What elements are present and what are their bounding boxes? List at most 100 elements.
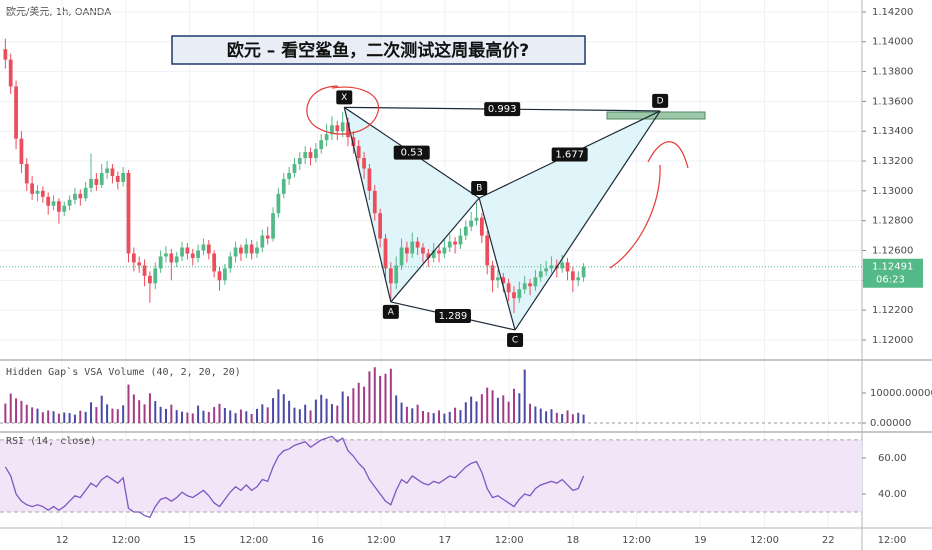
volume-bar [84,411,87,423]
candle-body [148,275,152,284]
candle-body [142,265,147,276]
candle-body [426,253,431,258]
candle-body [308,152,313,159]
volume-bar [148,393,151,423]
hand-drawing [306,85,379,135]
candle-body [474,217,479,221]
candle-body [496,277,500,281]
volume-bar [277,389,280,423]
pattern-leg [343,107,392,303]
candle-body [233,247,238,257]
volume-bar [577,412,580,423]
candle-body [560,262,565,269]
volume-bar [282,394,285,423]
candle-body [196,250,200,258]
volume-bar [288,400,291,423]
volume-bar [438,410,441,423]
ratio-box [393,145,430,160]
candle-body [362,158,366,169]
volume-bar [197,405,200,423]
candle-body [99,172,104,185]
y-tick-label: 1.12200 [872,305,913,316]
candle-body [576,277,581,281]
volume-bar [181,411,184,423]
volume-bar [170,404,173,423]
candle-body [490,265,495,281]
volume-bar [164,408,167,423]
candle-body [346,122,350,138]
candle-body [383,238,388,269]
candle-body [533,277,538,287]
volume-bar [20,400,23,423]
x-tick-label: 16 [311,535,324,546]
point-label: B [476,184,482,194]
point-box [507,332,524,347]
pattern-leg [390,197,480,303]
y-tick-label: 60.00 [878,453,907,464]
point-box [471,181,488,196]
candle-body [522,283,527,290]
point-label: A [388,307,395,317]
volume-bar [175,410,178,423]
volume-bar [347,396,350,423]
volume-bar [79,410,82,423]
volume-bar [95,407,98,423]
candle-body [201,244,206,251]
volume-bar [298,409,301,423]
y-tick-label: 1.12600 [872,245,913,256]
volume-bar [132,394,135,423]
candle-body [222,268,227,281]
point-box [336,90,353,105]
candle-body [255,247,259,254]
candle-body [78,193,83,199]
pattern-fill [479,110,661,330]
candle-body [153,268,158,284]
volume-bar [245,411,248,423]
panel-title: RSI (14, close) [6,436,96,447]
candle-body [319,140,324,150]
y-tick-label: 1.13800 [872,67,913,78]
candle-body [330,125,334,135]
hand-drawing [609,164,661,269]
volume-bar [352,388,355,423]
candle-body [228,256,233,269]
candle-body [14,86,18,139]
volume-bar [421,410,424,423]
candle-body [110,168,115,176]
y-tick-label: 1.12000 [872,335,913,346]
volume-bar [550,409,553,423]
volume-bar [304,404,307,423]
volume-bar [116,409,119,423]
volume-bar [384,373,387,423]
volume-bar [330,404,333,423]
volume-bar [373,367,376,423]
candle-body [453,241,457,245]
x-tick-label: 22 [822,535,835,546]
candle-body [314,149,318,159]
volume-bar [9,393,12,423]
candle-body [437,250,441,254]
volume-bar [475,401,478,423]
candle-body [463,226,468,236]
y-tick-label: 1.13000 [872,186,913,197]
volume-bar [255,408,258,423]
volume-bar [459,410,462,423]
volume-bar [454,407,457,423]
volume-bar [218,403,221,423]
volume-bar [47,410,50,423]
candle-body [19,138,24,165]
candle-body [388,268,393,284]
candle-body [249,244,254,254]
point-label: D [657,96,664,106]
volume-bar [57,413,60,423]
x-tick-label: 19 [694,535,707,546]
candle-body [517,289,522,299]
candle-body [40,190,45,197]
volume-bar [261,404,264,423]
volume-bar [491,390,494,423]
volume-bar [234,413,237,423]
candle-body [351,137,356,147]
pattern-leg [514,110,661,331]
hand-drawing [647,141,689,169]
candle-body [501,277,506,284]
